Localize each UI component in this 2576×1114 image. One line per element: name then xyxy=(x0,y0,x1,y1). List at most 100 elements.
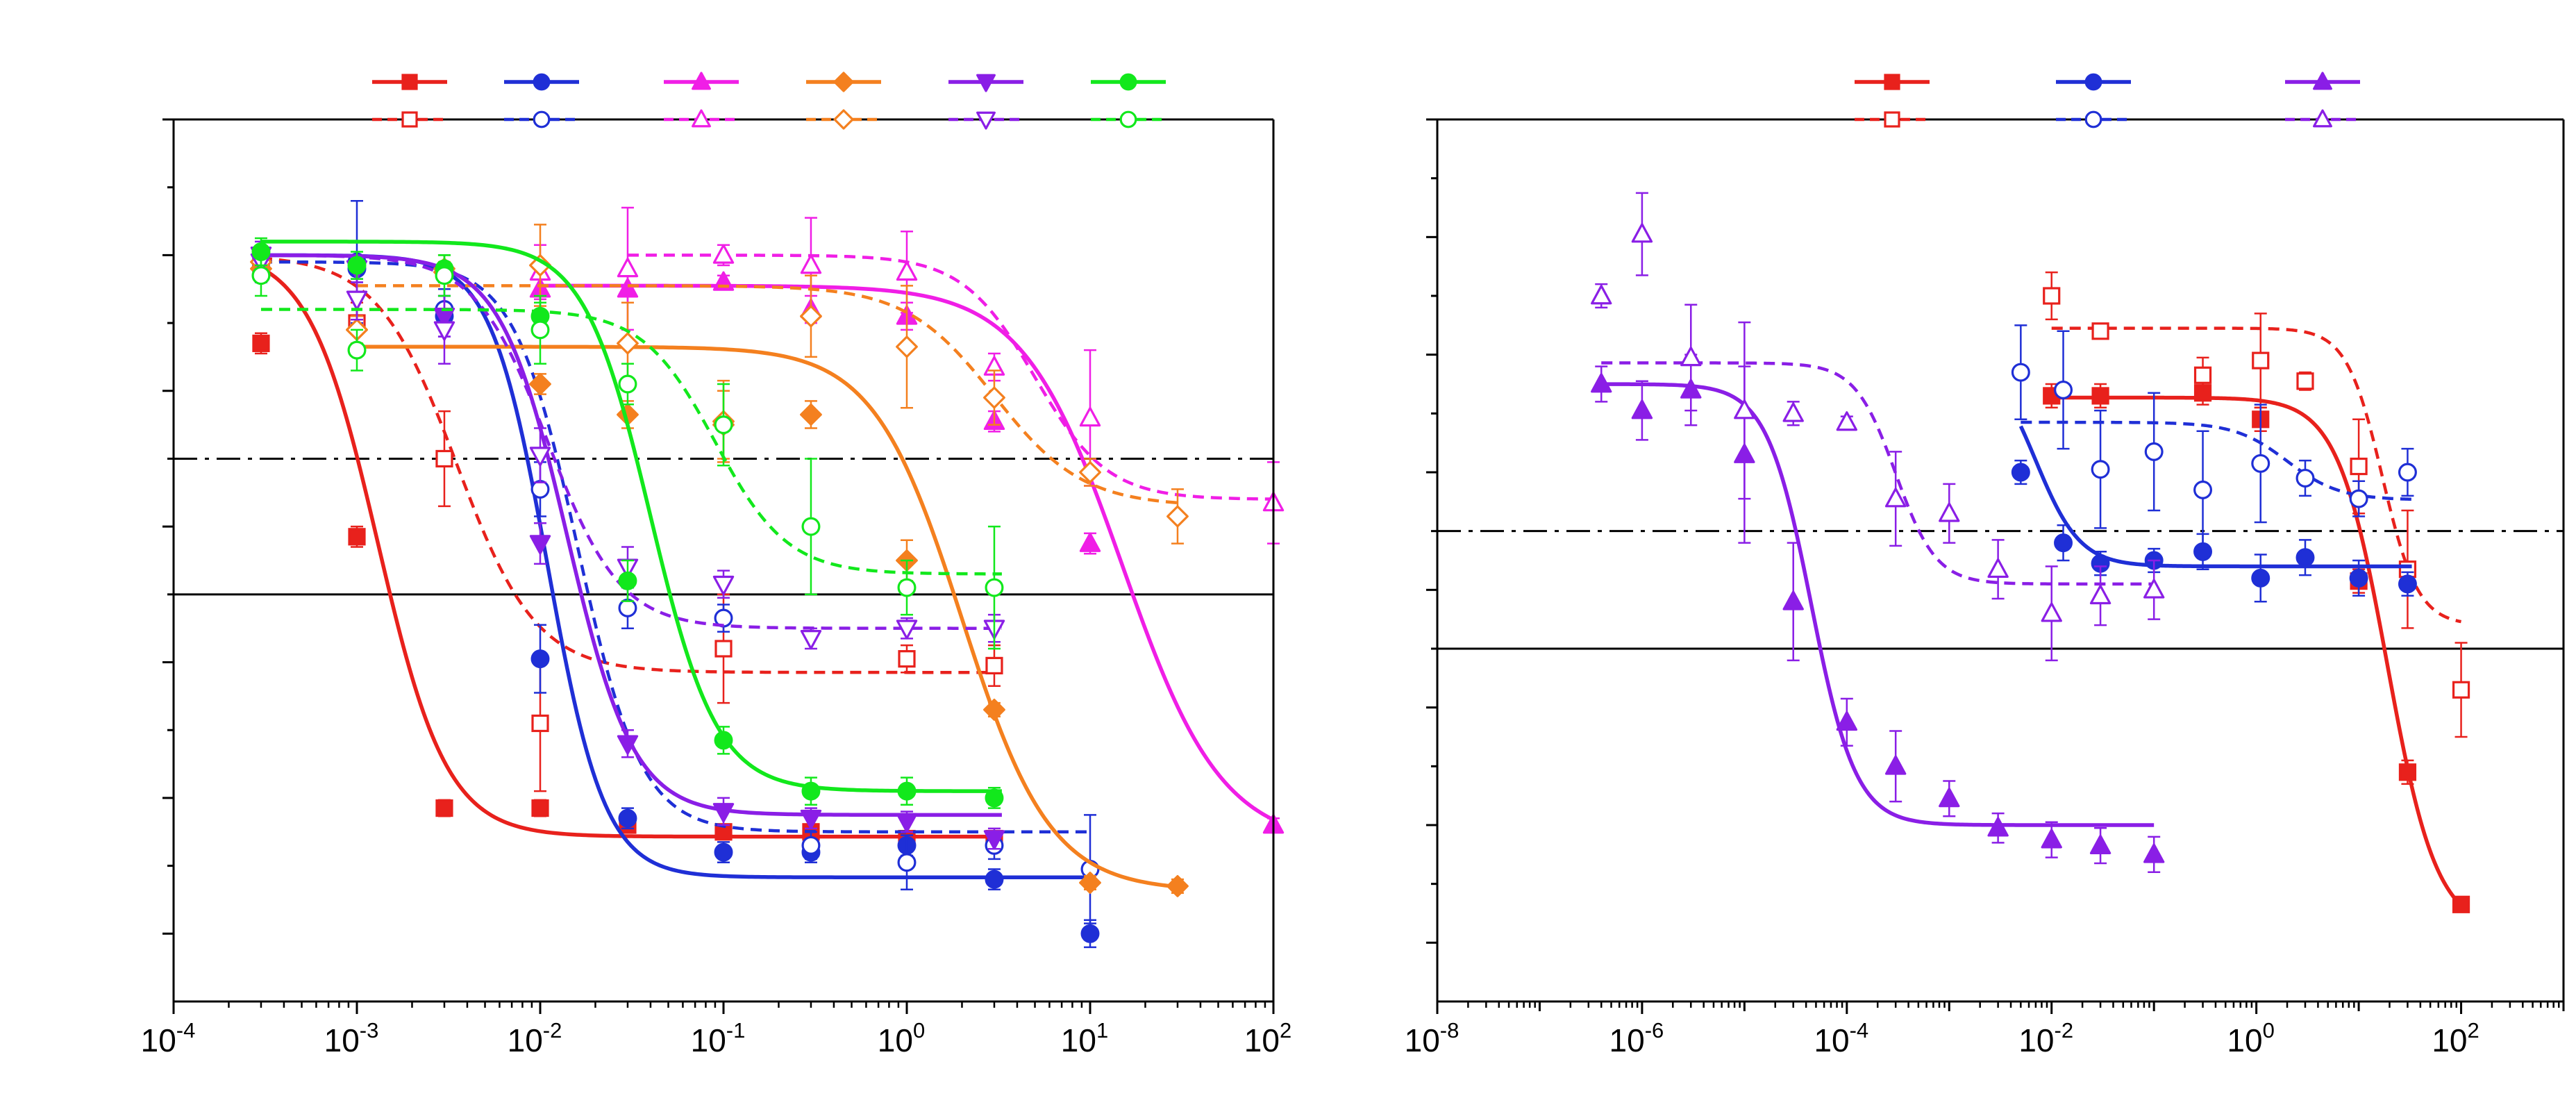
legend-marker xyxy=(533,110,551,128)
legend-marker xyxy=(1119,73,1137,91)
fit-curve xyxy=(260,256,1002,674)
data-point xyxy=(2251,454,2270,473)
data-point xyxy=(2011,363,2030,382)
data-point xyxy=(896,813,918,833)
data-point xyxy=(529,535,551,555)
x-tick-label: 10-4 xyxy=(1814,1018,1868,1058)
series-gemcitabine-population xyxy=(2011,425,2417,603)
data-point xyxy=(347,340,367,360)
data-point xyxy=(2089,834,2111,854)
data-point xyxy=(435,449,453,468)
data-point xyxy=(1591,373,1612,393)
data-point xyxy=(618,571,637,590)
data-point xyxy=(1079,872,1101,894)
data-point xyxy=(712,575,735,596)
data-point xyxy=(1166,875,1189,897)
data-point xyxy=(2011,463,2030,482)
data-point xyxy=(714,415,733,435)
data-point xyxy=(2296,372,2314,390)
data-point xyxy=(897,781,917,801)
x-tick-label: 10-3 xyxy=(324,1018,379,1058)
data-point xyxy=(531,714,549,733)
data-point xyxy=(1884,488,1907,508)
legend-marker xyxy=(401,111,418,128)
data-point xyxy=(983,386,1005,409)
legend-marker xyxy=(2313,109,2332,128)
legend-marker xyxy=(976,74,996,92)
x-tick-exponent: -8 xyxy=(1440,1018,1460,1042)
fit-curve xyxy=(260,253,1002,630)
x-tick-exponent: -6 xyxy=(1645,1018,1664,1042)
x-tick-label: 102 xyxy=(2432,1018,2479,1058)
data-point xyxy=(618,808,637,828)
data-point xyxy=(712,244,735,264)
data-point xyxy=(2350,457,2368,476)
data-point xyxy=(1836,411,1858,431)
data-point xyxy=(2349,489,2368,508)
series-icotinib-single-cell xyxy=(251,254,1004,650)
data-point xyxy=(985,788,1004,808)
x-tick-exponent: -4 xyxy=(176,1018,196,1042)
data-point xyxy=(530,479,550,499)
data-point xyxy=(347,256,367,275)
panel-a: 10-4 10-3 10-2 10-1 100 101 102 xyxy=(141,72,1291,1058)
legend-marker xyxy=(1884,74,1900,90)
data-point xyxy=(1836,710,1858,731)
data-point xyxy=(435,266,454,285)
data-point xyxy=(1079,461,1101,483)
data-point xyxy=(1939,787,1960,808)
data-point xyxy=(1079,406,1101,427)
fit-curve xyxy=(2051,326,2461,624)
data-point xyxy=(800,630,822,650)
legend-marker xyxy=(2084,73,2102,91)
data-point xyxy=(2398,463,2417,482)
data-point xyxy=(2295,548,2315,567)
series-mmae-single-cell xyxy=(1591,192,2165,662)
x-tick-label: 100 xyxy=(2227,1018,2274,1058)
series-icotinib-population xyxy=(251,237,1004,809)
data-point xyxy=(2252,351,2270,369)
x-tick-exponent: 0 xyxy=(2263,1018,2275,1042)
data-point xyxy=(714,640,733,658)
data-point xyxy=(433,321,455,341)
data-point xyxy=(801,836,821,855)
data-point xyxy=(251,266,271,285)
x-tick-exponent: 2 xyxy=(2468,1018,2479,1042)
data-point xyxy=(2054,533,2073,553)
data-point xyxy=(800,809,822,830)
data-point xyxy=(2091,460,2110,479)
data-point xyxy=(1079,532,1101,552)
data-point xyxy=(2143,579,2165,599)
data-point xyxy=(1080,924,1100,943)
data-point xyxy=(530,649,550,669)
x-tick-label: 10-1 xyxy=(691,1018,746,1058)
x-tick-label: 10-8 xyxy=(1405,1018,1460,1058)
legend-marker xyxy=(1884,111,1900,128)
legend-marker xyxy=(2084,110,2102,128)
data-point xyxy=(2452,895,2470,913)
data-point xyxy=(1939,502,1960,522)
data-point xyxy=(2091,387,2109,405)
x-tick-exponent: 1 xyxy=(1096,1018,1108,1042)
series-cisplatin-single-cell xyxy=(2043,271,2470,738)
fit-curve xyxy=(2021,420,2412,501)
data-point xyxy=(2193,480,2213,499)
data-point xyxy=(2193,366,2212,384)
x-tick-exponent: -2 xyxy=(543,1018,562,1042)
data-point xyxy=(800,305,822,328)
data-point xyxy=(1680,347,1702,367)
fit-curve xyxy=(627,253,1273,501)
fit-curve xyxy=(260,260,1090,834)
x-tick-exponent: -1 xyxy=(726,1018,746,1042)
x-tick-label: 101 xyxy=(1061,1018,1108,1058)
data-point xyxy=(2041,602,2062,622)
data-point xyxy=(1884,755,1907,775)
data-point xyxy=(896,260,918,281)
data-point xyxy=(896,620,918,640)
legend-marker xyxy=(692,72,711,90)
data-point xyxy=(618,374,637,394)
legend-marker xyxy=(401,74,418,90)
x-tick-exponent: 0 xyxy=(913,1018,925,1042)
x-tick-exponent: 2 xyxy=(1280,1018,1291,1042)
